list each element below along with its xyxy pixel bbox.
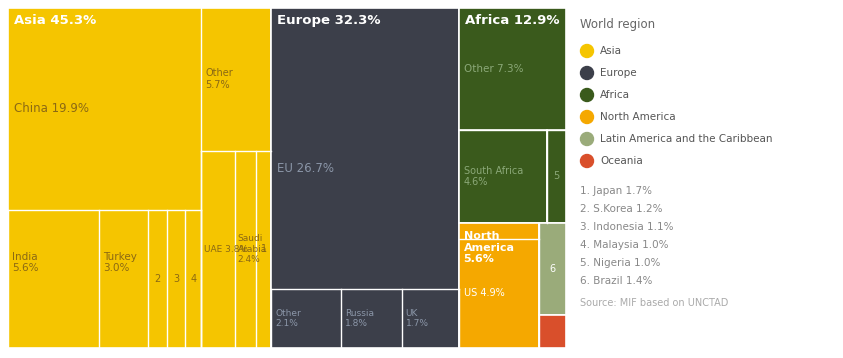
Text: 4: 4 (191, 274, 196, 284)
Text: Europe 32.3%: Europe 32.3% (277, 14, 380, 27)
Text: Other 7.3%: Other 7.3% (464, 64, 523, 74)
Bar (459, 223, 539, 348)
Text: Other
5.7%: Other 5.7% (206, 68, 233, 90)
Bar (547, 130, 566, 223)
Circle shape (581, 132, 593, 145)
Text: Source: MIF based on UNCTAD: Source: MIF based on UNCTAD (580, 298, 728, 308)
Bar (271, 8, 459, 348)
Text: 4. Malaysia 1.0%: 4. Malaysia 1.0% (580, 240, 668, 250)
Text: Russia
1.8%: Russia 1.8% (346, 309, 374, 328)
Text: 5: 5 (553, 171, 560, 182)
Text: Saudi
Arabia
2.4%: Saudi Arabia 2.4% (238, 234, 267, 264)
Text: India
5.6%: India 5.6% (12, 252, 39, 273)
Text: EU 26.7%: EU 26.7% (277, 162, 334, 175)
Text: Turkey
3.0%: Turkey 3.0% (103, 252, 137, 273)
Text: UK
1.7%: UK 1.7% (405, 309, 428, 328)
Bar (459, 8, 566, 223)
Text: 1. Japan 1.7%: 1. Japan 1.7% (580, 186, 652, 196)
Text: World region: World region (580, 18, 655, 31)
Bar (8, 8, 271, 348)
Text: US 4.9%: US 4.9% (464, 288, 504, 298)
Bar (459, 130, 547, 223)
Text: 2. S.Korea 1.2%: 2. S.Korea 1.2% (580, 204, 663, 214)
Text: 3. Indonesia 1.1%: 3. Indonesia 1.1% (580, 222, 674, 232)
Bar (539, 223, 566, 315)
Text: 1: 1 (260, 244, 266, 254)
Text: 6: 6 (550, 264, 556, 274)
Text: Africa: Africa (600, 90, 630, 100)
Text: Asia 45.3%: Asia 45.3% (14, 14, 96, 27)
Text: 2: 2 (154, 274, 160, 284)
Text: 3: 3 (173, 274, 180, 284)
Text: Other
2.1%: Other 2.1% (275, 309, 301, 328)
Text: South Africa
4.6%: South Africa 4.6% (464, 165, 523, 187)
Bar (539, 315, 566, 348)
Text: UAE 3.8%: UAE 3.8% (204, 245, 249, 254)
Text: Europe: Europe (600, 68, 636, 78)
Text: North America: North America (600, 112, 675, 122)
Circle shape (581, 155, 593, 168)
Text: 6. Brazil 1.4%: 6. Brazil 1.4% (580, 276, 652, 286)
Text: Latin America and the Caribbean: Latin America and the Caribbean (600, 134, 772, 144)
Circle shape (581, 111, 593, 124)
Circle shape (581, 44, 593, 58)
Text: North
America
5.6%: North America 5.6% (464, 231, 514, 264)
Text: Oceania: Oceania (600, 156, 642, 166)
Circle shape (581, 67, 593, 79)
Text: Africa 12.9%: Africa 12.9% (464, 14, 559, 27)
Text: Asia: Asia (600, 46, 622, 56)
Text: 5. Nigeria 1.0%: 5. Nigeria 1.0% (580, 258, 660, 268)
Circle shape (581, 88, 593, 102)
Text: China 19.9%: China 19.9% (14, 102, 89, 116)
